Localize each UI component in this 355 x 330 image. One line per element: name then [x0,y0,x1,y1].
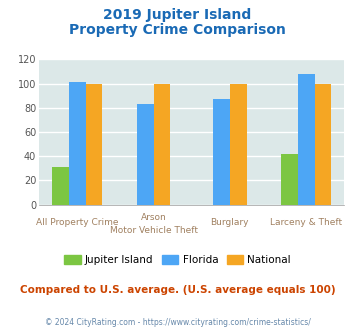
Text: © 2024 CityRating.com - https://www.cityrating.com/crime-statistics/: © 2024 CityRating.com - https://www.city… [45,318,310,327]
Text: Larceny & Theft: Larceny & Theft [270,218,342,227]
Bar [298,74,315,205]
Bar [52,167,69,205]
Text: 2019 Jupiter Island: 2019 Jupiter Island [103,8,252,22]
Bar [137,104,153,205]
Bar [153,83,170,205]
Bar [315,83,331,205]
Bar [230,83,247,205]
Bar [281,154,298,205]
Text: Compared to U.S. average. (U.S. average equals 100): Compared to U.S. average. (U.S. average … [20,285,335,295]
Bar [213,99,230,205]
Text: Burglary: Burglary [211,218,249,227]
Bar [86,83,102,205]
Text: All Property Crime: All Property Crime [36,218,119,227]
Text: Arson: Arson [141,213,166,222]
Text: Property Crime Comparison: Property Crime Comparison [69,23,286,37]
Legend: Jupiter Island, Florida, National: Jupiter Island, Florida, National [60,251,295,269]
Text: Motor Vehicle Theft: Motor Vehicle Theft [110,226,197,235]
Bar [69,82,86,205]
